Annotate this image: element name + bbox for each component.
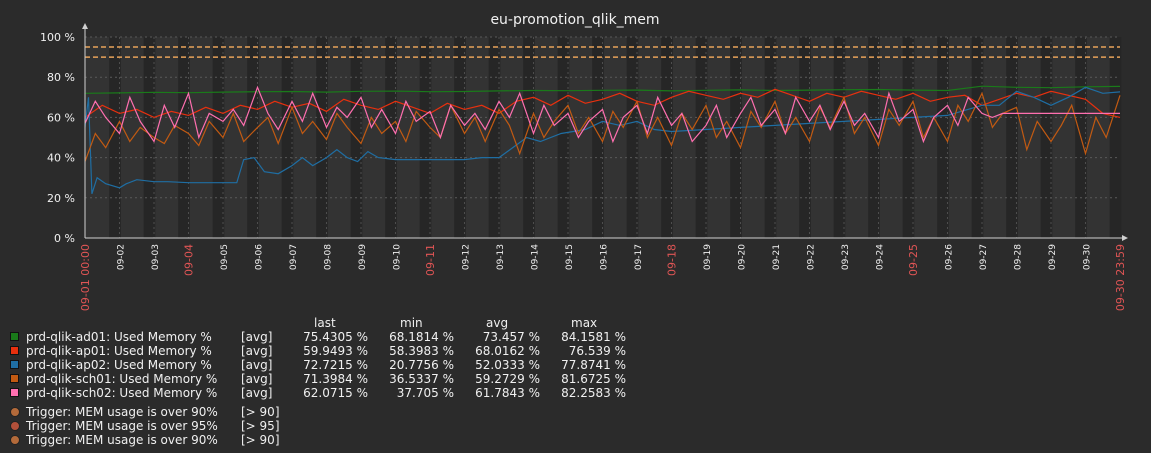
x-tick-label: 09-18: [666, 244, 679, 276]
night-band: [143, 37, 156, 238]
night-band: [1109, 37, 1122, 238]
x-tick-label: 09-04: [183, 244, 196, 276]
night-band: [316, 37, 328, 238]
series-line-1: [84, 88, 1121, 119]
x-tick-label: 09-20: [738, 244, 748, 270]
x-tick-label: 09-29: [1048, 244, 1058, 270]
series-line-2: [84, 86, 1121, 194]
x-tick-label: 09-28: [1014, 244, 1024, 270]
night-band: [419, 37, 432, 238]
x-tick-label: 09-07: [289, 244, 299, 270]
axes: 0 % 20 % 40 % 60 % 80 % 100 % 09-01 00:00 09-02…: [40, 23, 1128, 311]
x-tick-label: 09-08: [324, 244, 334, 270]
night-band: [1040, 37, 1053, 238]
x-tick-label: 09-01 00:00: [79, 244, 92, 311]
night-band: [385, 37, 397, 238]
x-tick-label: 09-24: [876, 244, 886, 270]
x-tick-label: 09-19: [703, 244, 713, 270]
plot-area: [85, 37, 1122, 238]
x-axis-arrow: [1122, 235, 1128, 241]
night-band: [109, 37, 121, 238]
x-tick-label: 09-02: [117, 244, 127, 270]
night-band: [971, 37, 984, 238]
y-tick-label: 20 %: [47, 192, 75, 205]
chart-title: eu-promotion_qlik_mem: [490, 12, 659, 28]
x-tick-label: 09-26: [945, 244, 955, 270]
x-tick-label: 09-14: [531, 244, 541, 270]
x-tick-label: 09-17: [634, 244, 644, 270]
night-band: [799, 37, 811, 238]
x-tick-label: 09-21: [772, 244, 782, 270]
night-band: [178, 37, 190, 238]
series-line-3: [84, 91, 1121, 162]
night-band: [730, 37, 742, 238]
x-tick-label: 09-11: [424, 244, 437, 276]
x-tick-label: 09-22: [807, 244, 817, 270]
y-tick-label: 100 %: [40, 31, 75, 44]
night-band: [212, 37, 225, 238]
y-tick-label: 0 %: [54, 232, 75, 245]
x-tick-label: 09-09: [358, 244, 368, 270]
y-tick-label: 80 %: [47, 71, 75, 84]
x-tick-label: 09-16: [600, 244, 610, 270]
x-tick-label: 09-30 23:59: [1114, 244, 1127, 311]
night-band: [1006, 37, 1018, 238]
night-band: [626, 37, 639, 238]
series-line-4: [84, 85, 1120, 144]
night-band: [488, 37, 501, 238]
x-tick-label: 09-05: [220, 244, 230, 270]
night-band: [592, 37, 604, 238]
night-band: [937, 37, 949, 238]
night-band: [557, 37, 570, 238]
x-tick-label: 09-13: [496, 244, 506, 270]
series-lines: [84, 85, 1121, 194]
x-tick-label: 09-30: [1083, 244, 1093, 270]
x-tick-label: 09-03: [151, 244, 161, 270]
x-tick-label: 09-06: [255, 244, 265, 270]
night-band: [281, 37, 294, 238]
x-tick-label: 09-23: [841, 244, 851, 270]
series-line-0: [84, 85, 1121, 94]
night-band: [764, 37, 777, 238]
x-tick-label: 09-12: [462, 244, 472, 270]
night-band: [902, 37, 915, 238]
y-axis-arrow: [82, 23, 88, 29]
y-tick-label: 60 %: [47, 111, 75, 124]
x-tick-label: 09-25: [907, 244, 920, 276]
y-tick-label: 40 %: [47, 152, 75, 165]
night-band: [454, 37, 466, 238]
night-band: [833, 37, 846, 238]
x-tick-label: 09-10: [393, 244, 403, 270]
threshold-lines: [85, 46, 1120, 58]
night-band: [695, 37, 708, 238]
night-band: [523, 37, 535, 238]
x-tick-label: 09-15: [565, 244, 575, 270]
night-band: [247, 37, 259, 238]
x-tick-label: 09-27: [979, 244, 989, 270]
